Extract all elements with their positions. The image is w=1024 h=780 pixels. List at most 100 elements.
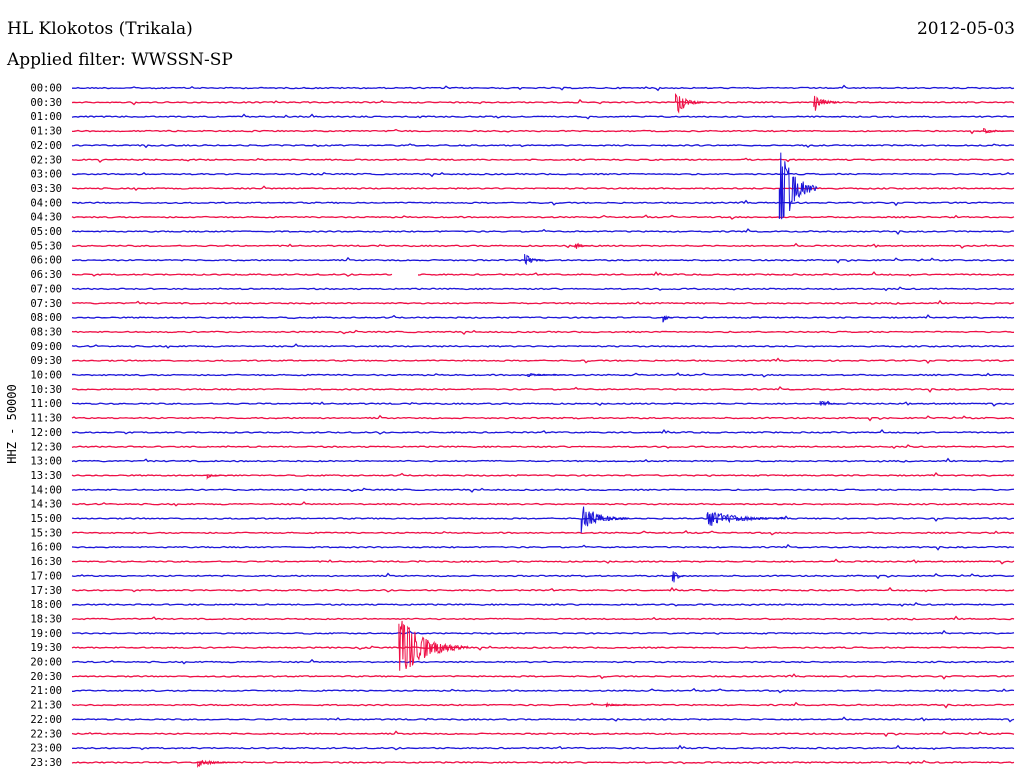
date-label: 2012-05-03 — [916, 19, 1015, 39]
trace-line — [71, 271, 1015, 277]
trace-line — [71, 744, 1015, 751]
seismic-event — [398, 620, 469, 671]
trace-line — [71, 645, 1015, 651]
trace-line — [71, 143, 1015, 149]
row-label: 09:00 — [30, 341, 62, 353]
row-label: 01:30 — [30, 126, 62, 138]
row-label: 16:30 — [30, 556, 62, 568]
trace-line — [71, 113, 1015, 120]
row-label: 13:00 — [30, 456, 62, 468]
trace-line — [71, 128, 1015, 135]
row-label: 06:00 — [30, 255, 62, 267]
trace-line — [71, 84, 1015, 92]
row-label: 00:30 — [30, 97, 62, 109]
row-label: 10:30 — [30, 384, 62, 396]
row-label: 00:00 — [30, 83, 62, 95]
trace-line — [71, 428, 1015, 435]
trace-line — [71, 487, 1015, 493]
seismic-event — [206, 473, 227, 480]
row-label: 20:00 — [30, 657, 62, 669]
trace-line — [71, 602, 1015, 607]
seismic-event — [605, 701, 638, 708]
row-label: 18:00 — [30, 599, 62, 611]
seismic-event — [706, 511, 786, 526]
row-label: 18:30 — [30, 613, 62, 625]
trace-line — [71, 98, 1015, 106]
row-label: 20:30 — [30, 671, 62, 683]
row-label: 22:30 — [30, 728, 62, 740]
row-label: 23:30 — [30, 757, 62, 769]
seismic-event — [662, 314, 673, 323]
trace-line — [71, 199, 1015, 207]
trace-line — [71, 471, 1015, 478]
trace-line — [71, 673, 1015, 680]
row-label: 08:00 — [30, 312, 62, 324]
trace-line — [71, 314, 1015, 320]
seismic-event — [574, 242, 591, 249]
trace-line — [71, 242, 1015, 249]
trace-line — [71, 386, 1015, 393]
row-label: 13:30 — [30, 470, 62, 482]
row-label: 05:00 — [30, 226, 62, 238]
row-label: 11:30 — [30, 413, 62, 425]
trace-line — [71, 329, 1015, 336]
trace-line — [71, 157, 1015, 164]
row-label: 05:30 — [30, 240, 62, 252]
trace-line — [71, 629, 1015, 635]
trace-line — [71, 515, 1015, 522]
trace-line — [71, 357, 1015, 365]
row-label: 15:00 — [30, 513, 62, 525]
trace-line — [71, 457, 1015, 463]
row-label: 12:00 — [30, 427, 62, 439]
row-label: 14:30 — [30, 499, 62, 511]
row-label: 23:00 — [30, 743, 62, 755]
row-label: 12:30 — [30, 441, 62, 453]
trace-line — [71, 343, 1015, 349]
row-label: 03:30 — [30, 183, 62, 195]
row-label: 06:30 — [30, 269, 62, 281]
trace-line — [71, 214, 1015, 220]
row-label: 22:00 — [30, 714, 62, 726]
trace-line — [71, 299, 1015, 305]
trace-line — [71, 586, 1015, 593]
trace-line — [71, 400, 1015, 407]
row-label: 02:00 — [30, 140, 62, 152]
trace-line — [71, 444, 1015, 450]
trace-line — [71, 658, 1015, 665]
row-label: 08:30 — [30, 326, 62, 338]
station-title: HL Klokotos (Trikala) — [7, 19, 193, 39]
row-label: 19:30 — [30, 642, 62, 654]
trace-line — [71, 615, 1015, 621]
row-label: 21:00 — [30, 685, 62, 697]
row-label: 16:00 — [30, 542, 62, 554]
row-label: 07:00 — [30, 283, 62, 295]
row-label: 10:00 — [30, 370, 62, 382]
trace-line — [71, 286, 1015, 292]
trace-line — [71, 228, 1015, 236]
seismic-event — [197, 759, 236, 768]
trace-line — [71, 701, 1015, 709]
seismic-event — [527, 373, 566, 378]
row-label: 07:30 — [30, 298, 62, 310]
trace-line — [71, 185, 1015, 191]
row-label: 03:00 — [30, 169, 62, 181]
seismic-event — [524, 254, 544, 266]
row-label: 19:00 — [30, 628, 62, 640]
row-label: 11:00 — [30, 398, 62, 410]
seismic-event — [675, 92, 705, 114]
seismic-event — [813, 95, 840, 111]
trace-line — [71, 716, 1015, 723]
trace-line — [71, 572, 1015, 580]
row-label: 04:00 — [30, 197, 62, 209]
row-label: 02:30 — [30, 154, 62, 166]
trace-line — [71, 414, 1015, 422]
trace-line — [71, 543, 1015, 551]
row-label: 14:00 — [30, 484, 62, 496]
row-label: 21:30 — [30, 700, 62, 712]
trace-line — [71, 530, 1015, 536]
seismic-event — [778, 152, 818, 220]
row-label: 01:00 — [30, 111, 62, 123]
seismic-event — [819, 400, 840, 407]
trace-line — [71, 171, 1015, 178]
